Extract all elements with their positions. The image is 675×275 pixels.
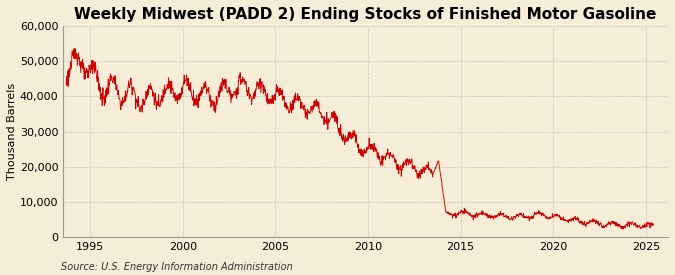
Y-axis label: Thousand Barrels: Thousand Barrels xyxy=(7,83,17,180)
Text: Source: U.S. Energy Information Administration: Source: U.S. Energy Information Administ… xyxy=(61,262,292,272)
Title: Weekly Midwest (PADD 2) Ending Stocks of Finished Motor Gasoline: Weekly Midwest (PADD 2) Ending Stocks of… xyxy=(74,7,657,22)
